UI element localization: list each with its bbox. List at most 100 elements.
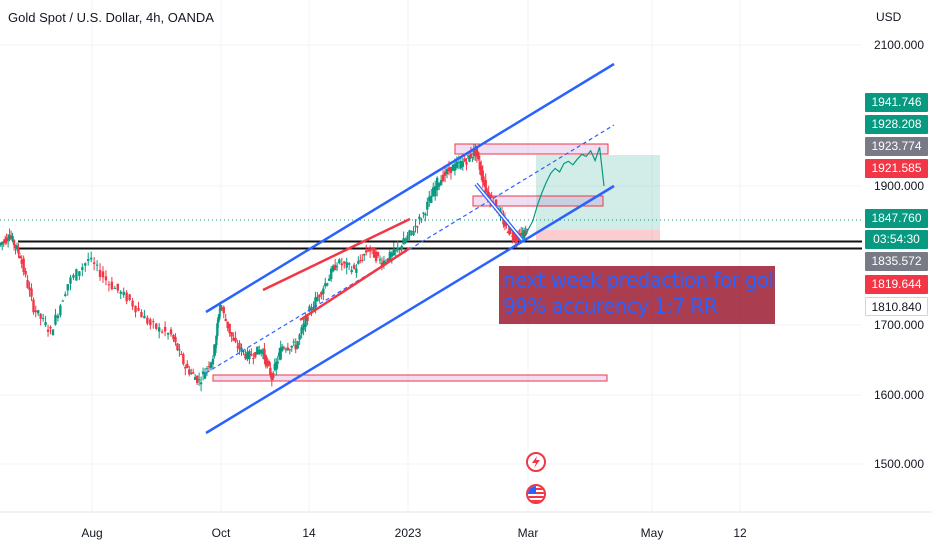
- candle-body[interactable]: [24, 270, 27, 275]
- candle-body[interactable]: [314, 297, 317, 308]
- candle-body[interactable]: [39, 313, 42, 319]
- candle-body[interactable]: [56, 315, 60, 319]
- candle-body[interactable]: [230, 332, 233, 337]
- channel-upper-line[interactable]: [205, 62, 615, 314]
- candle-body[interactable]: [95, 264, 99, 266]
- mid-box[interactable]: [472, 195, 604, 207]
- candle-body[interactable]: [282, 347, 286, 349]
- candle-body[interactable]: [394, 250, 397, 252]
- candle-body[interactable]: [511, 235, 514, 237]
- candle-body[interactable]: [296, 341, 299, 349]
- candle-body[interactable]: [445, 169, 449, 175]
- candle-body[interactable]: [59, 305, 62, 316]
- candle-body[interactable]: [472, 149, 476, 157]
- candle-body[interactable]: [340, 263, 343, 266]
- price-tag[interactable]: 1941.746: [865, 93, 928, 112]
- candle-body[interactable]: [110, 281, 114, 290]
- candle-body[interactable]: [514, 234, 517, 240]
- candle-body[interactable]: [174, 336, 177, 343]
- candle-body[interactable]: [463, 158, 466, 162]
- candle-body[interactable]: [216, 323, 219, 336]
- candle-body[interactable]: [104, 276, 108, 281]
- candle-body[interactable]: [252, 358, 255, 360]
- candle-body[interactable]: [502, 217, 505, 225]
- candle-body[interactable]: [388, 252, 392, 261]
- candle-body[interactable]: [288, 349, 291, 351]
- candle-body[interactable]: [406, 235, 409, 240]
- candle-body[interactable]: [322, 288, 325, 294]
- price-tag[interactable]: 1819.644: [865, 275, 928, 294]
- candle-body[interactable]: [143, 315, 146, 319]
- projection-path[interactable]: [523, 147, 605, 239]
- candle-body[interactable]: [172, 334, 175, 340]
- candle-body[interactable]: [92, 262, 96, 264]
- candle-body[interactable]: [290, 345, 293, 348]
- candle-body[interactable]: [12, 240, 16, 246]
- candle-body[interactable]: [468, 155, 471, 162]
- candle-body[interactable]: [345, 262, 348, 268]
- candle-body[interactable]: [98, 269, 102, 278]
- candle-body[interactable]: [292, 341, 295, 343]
- candle-body[interactable]: [308, 306, 311, 312]
- candle-body[interactable]: [28, 287, 31, 291]
- candle-body[interactable]: [207, 366, 211, 368]
- candle-body[interactable]: [524, 230, 527, 236]
- candle-body[interactable]: [359, 259, 362, 261]
- candle-body[interactable]: [244, 353, 247, 359]
- candle-body[interactable]: [480, 166, 483, 176]
- candle-body[interactable]: [416, 226, 419, 228]
- price-tag[interactable]: 1923.774: [865, 137, 928, 156]
- candle-body[interactable]: [69, 277, 72, 284]
- candle-body[interactable]: [494, 199, 498, 209]
- candle-body[interactable]: [254, 351, 257, 358]
- candle-body[interactable]: [195, 375, 199, 383]
- candle-body[interactable]: [437, 183, 441, 187]
- currency-label[interactable]: USD: [876, 10, 902, 24]
- candle-body[interactable]: [66, 284, 69, 291]
- candle-body[interactable]: [312, 306, 315, 312]
- candle-body[interactable]: [386, 258, 390, 262]
- candle-body[interactable]: [275, 362, 278, 371]
- candle-body[interactable]: [240, 347, 243, 352]
- candle-body[interactable]: [376, 252, 380, 256]
- candle-body[interactable]: [236, 346, 239, 348]
- candle-body[interactable]: [269, 367, 272, 376]
- candle-body[interactable]: [184, 366, 187, 369]
- candle-body[interactable]: [32, 299, 35, 313]
- candle-body[interactable]: [402, 238, 405, 245]
- candle-body[interactable]: [364, 250, 368, 253]
- candle-body[interactable]: [426, 201, 429, 210]
- candle-body[interactable]: [441, 174, 445, 181]
- candle-body[interactable]: [242, 351, 245, 353]
- candle-body[interactable]: [263, 349, 266, 360]
- candle-body[interactable]: [146, 317, 149, 324]
- candle-body[interactable]: [137, 308, 140, 311]
- candle-body[interactable]: [447, 167, 451, 172]
- candle-body[interactable]: [61, 300, 65, 302]
- candle-body[interactable]: [203, 372, 207, 379]
- candle-body[interactable]: [481, 170, 484, 183]
- candle-body[interactable]: [357, 261, 360, 264]
- candle-body[interactable]: [72, 274, 75, 278]
- candle-body[interactable]: [226, 321, 229, 329]
- candle-body[interactable]: [487, 191, 490, 199]
- candle-body[interactable]: [36, 310, 40, 314]
- wedge-lower-line[interactable]: [299, 246, 411, 322]
- candle-body[interactable]: [378, 259, 382, 261]
- candle-body[interactable]: [119, 291, 122, 294]
- candle-body[interactable]: [186, 363, 189, 368]
- candle-body[interactable]: [116, 283, 119, 291]
- candle-body[interactable]: [1, 242, 4, 245]
- candle-body[interactable]: [160, 331, 164, 333]
- candle-body[interactable]: [258, 349, 261, 355]
- candle-body[interactable]: [420, 219, 423, 221]
- candle-body[interactable]: [228, 323, 231, 334]
- candle-body[interactable]: [335, 266, 339, 268]
- candle-body[interactable]: [201, 371, 205, 375]
- candle-body[interactable]: [392, 248, 395, 256]
- candle-body[interactable]: [435, 177, 439, 191]
- candle-body[interactable]: [477, 152, 480, 160]
- candle-body[interactable]: [400, 246, 403, 250]
- candle-body[interactable]: [246, 351, 249, 360]
- wedge-upper-line[interactable]: [262, 217, 411, 292]
